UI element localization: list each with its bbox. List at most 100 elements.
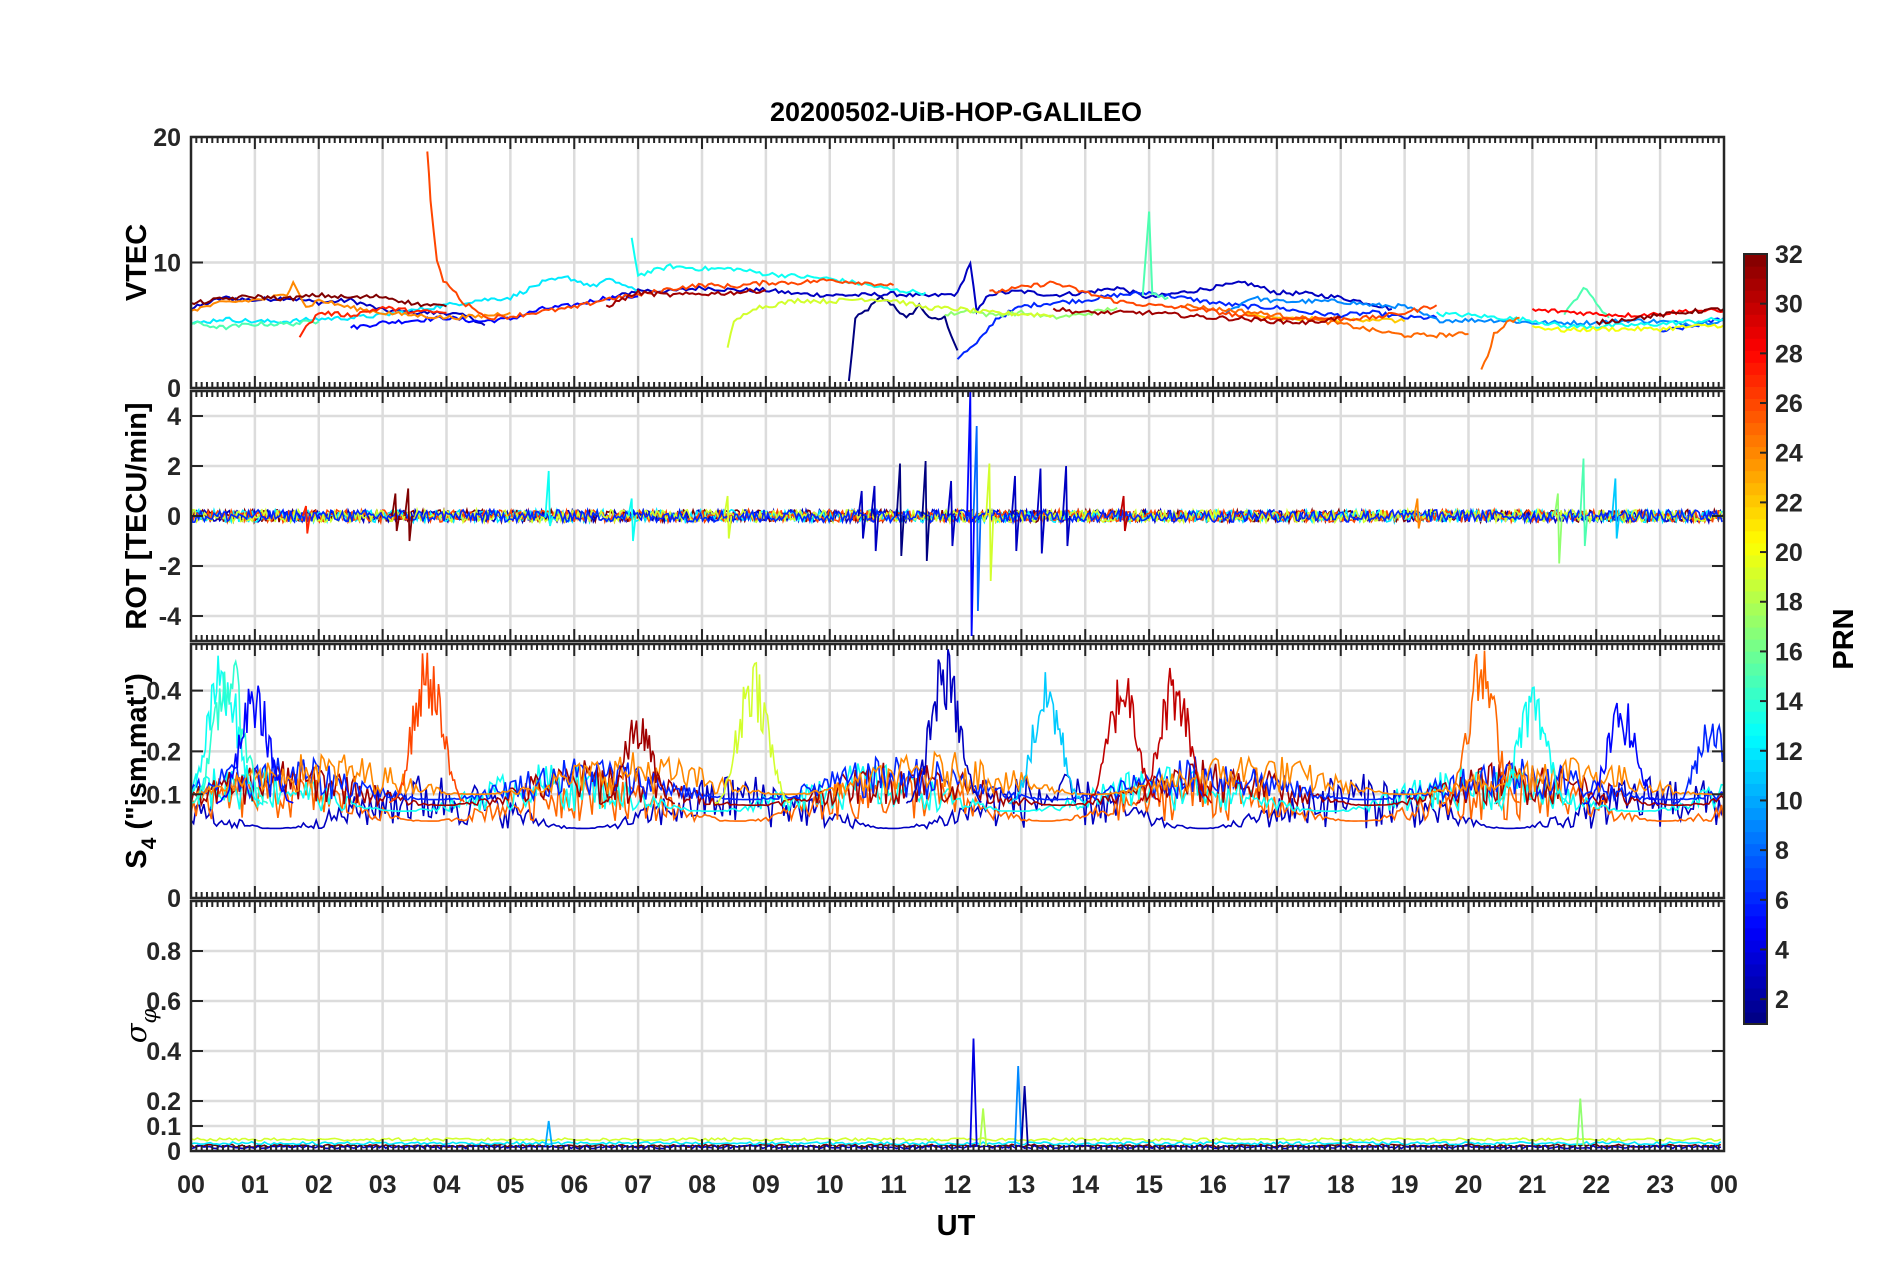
vtec-trace-prn-15	[1563, 286, 1610, 319]
colorbar-tick-label: 4	[1775, 936, 1789, 964]
rot-spike-prn-32	[391, 493, 401, 532]
colorbar-swatch	[1744, 254, 1767, 267]
colorbar-swatch	[1744, 867, 1767, 881]
colorbar-swatch	[1744, 663, 1767, 676]
rot-baseline-prn-19	[190, 506, 1723, 525]
y-tick-label: 0	[167, 885, 181, 913]
colorbar-swatch	[1744, 963, 1767, 977]
x-tick-label: 18	[1327, 1171, 1355, 1199]
colorbar-tick-label: 30	[1775, 291, 1803, 319]
y-axis-label-vtec: VTEC	[121, 224, 153, 301]
x-tick-label: 10	[816, 1171, 844, 1199]
x-tick-label: 05	[496, 1171, 524, 1199]
vtec-trace-prn-25	[1480, 316, 1520, 370]
s4-floor-prn-31	[190, 759, 1725, 808]
colorbar-tick-label: 8	[1775, 837, 1789, 865]
y-tick-label: 4	[167, 403, 181, 431]
colorbar-swatch	[1744, 338, 1767, 351]
y-tick-label: 2	[167, 453, 181, 481]
colorbar-swatch	[1744, 939, 1767, 953]
colorbar-swatch	[1744, 626, 1767, 640]
rot-spike-prn-11	[1611, 478, 1621, 539]
colorbar-swatch	[1744, 819, 1767, 833]
x-tick-label: 20	[1455, 1171, 1483, 1199]
vtec-trace-prn-31	[605, 288, 767, 309]
colorbar-swatch	[1744, 783, 1767, 797]
s4-burst-prn-26	[388, 652, 465, 804]
vtec-trace-prn-9	[1225, 295, 1725, 328]
colorbar-swatch	[1744, 879, 1767, 893]
rot-spike-prn-15	[1579, 458, 1589, 547]
x-tick-label: 17	[1263, 1171, 1291, 1199]
x-tick-label: 00	[177, 1171, 205, 1199]
colorbar-swatch	[1744, 903, 1767, 917]
colorbar-swatch	[1744, 386, 1767, 399]
y-tick-label: 0	[167, 375, 181, 403]
colorbar-swatch	[1744, 446, 1767, 460]
x-tick-label: 00	[1710, 1171, 1738, 1199]
y-tick-label: 0.4	[146, 678, 181, 706]
vtec-trace-prn-27	[298, 305, 447, 338]
rot-spike-prn-30	[1119, 495, 1129, 532]
colorbar-swatch	[1744, 687, 1767, 700]
colorbar-swatch	[1744, 651, 1767, 664]
rot-spike-prn-24	[1413, 498, 1423, 529]
x-tick-label: 12	[944, 1171, 972, 1199]
y-axis-label-s4: S4 ("ism.mat")	[121, 673, 161, 869]
colorbar-swatch	[1744, 843, 1767, 857]
colorbar-swatch	[1744, 891, 1767, 905]
x-tick-label: 22	[1582, 1171, 1610, 1199]
vtec-trace-prn-19	[726, 297, 1054, 348]
y-label-sub: φ	[137, 1008, 161, 1023]
rot-spike-prn-3	[1036, 468, 1046, 554]
x-tick-label: 04	[433, 1171, 461, 1199]
colorbar-tick-label: 20	[1775, 539, 1803, 567]
x-tick-label: 23	[1646, 1171, 1674, 1199]
x-tick-label: 19	[1391, 1171, 1419, 1199]
vtec-trace-prn-20	[1531, 323, 1725, 333]
panel-s4: 00.10.20.4S4 ("ism.mat")	[121, 642, 1726, 913]
sigma-spike-prn-17	[1576, 1098, 1585, 1147]
colorbar-swatch	[1744, 723, 1767, 736]
colorbar-swatch	[1744, 422, 1767, 436]
x-tick-label: 06	[560, 1171, 588, 1199]
colorbar-swatch	[1744, 675, 1767, 688]
y-tick-label: 0	[167, 1138, 181, 1166]
y-axis-label-sigma: σφ	[119, 1008, 161, 1043]
vtec-trace-prn-13	[1435, 311, 1725, 330]
x-tick-label: 14	[1071, 1171, 1099, 1199]
colorbar-tick-label: 2	[1775, 986, 1789, 1014]
x-tick-label: 01	[241, 1171, 269, 1199]
vtec-trace-prn-6	[956, 290, 1438, 360]
colorbar-swatch	[1744, 614, 1767, 628]
colorbar-swatch	[1744, 951, 1767, 965]
s4-floor-prn-24	[190, 750, 1725, 798]
y-label-main: σ	[119, 1022, 153, 1043]
colorbar-swatch	[1744, 602, 1767, 616]
x-tick-label: 13	[1007, 1171, 1035, 1199]
colorbar-tick-label: 6	[1775, 887, 1789, 915]
colorbar-tick-label: 32	[1775, 241, 1803, 269]
s4-burst-prn-3	[905, 649, 982, 804]
colorbar-swatch	[1744, 831, 1767, 845]
rot-spike-prn-3	[947, 480, 956, 547]
colorbar-swatch	[1744, 302, 1767, 315]
rot-spike-prn-3	[857, 490, 867, 539]
vtec-trace-prn-1	[847, 295, 959, 382]
colorbar-swatch	[1744, 290, 1767, 303]
colorbar-tick-label: 12	[1775, 738, 1803, 766]
colorbar-swatch	[1744, 410, 1767, 424]
rot-spike-prn-5	[966, 390, 975, 637]
panel-rot: -4 -2 0 2 4 ROT [TECU/min]	[121, 389, 1726, 643]
x-tick-label: 16	[1199, 1171, 1227, 1199]
colorbar-tick-label: 26	[1775, 390, 1803, 418]
vtec-trace-prn-32	[1595, 307, 1725, 326]
rot-spike-prn-13	[544, 470, 554, 527]
colorbar-tick-label: 14	[1775, 688, 1803, 716]
rot-spike-prn-19	[723, 495, 733, 539]
colorbar-swatch	[1744, 314, 1767, 327]
y-tick-label: 10	[153, 250, 181, 278]
vtec-trace-prn-32	[190, 291, 447, 308]
